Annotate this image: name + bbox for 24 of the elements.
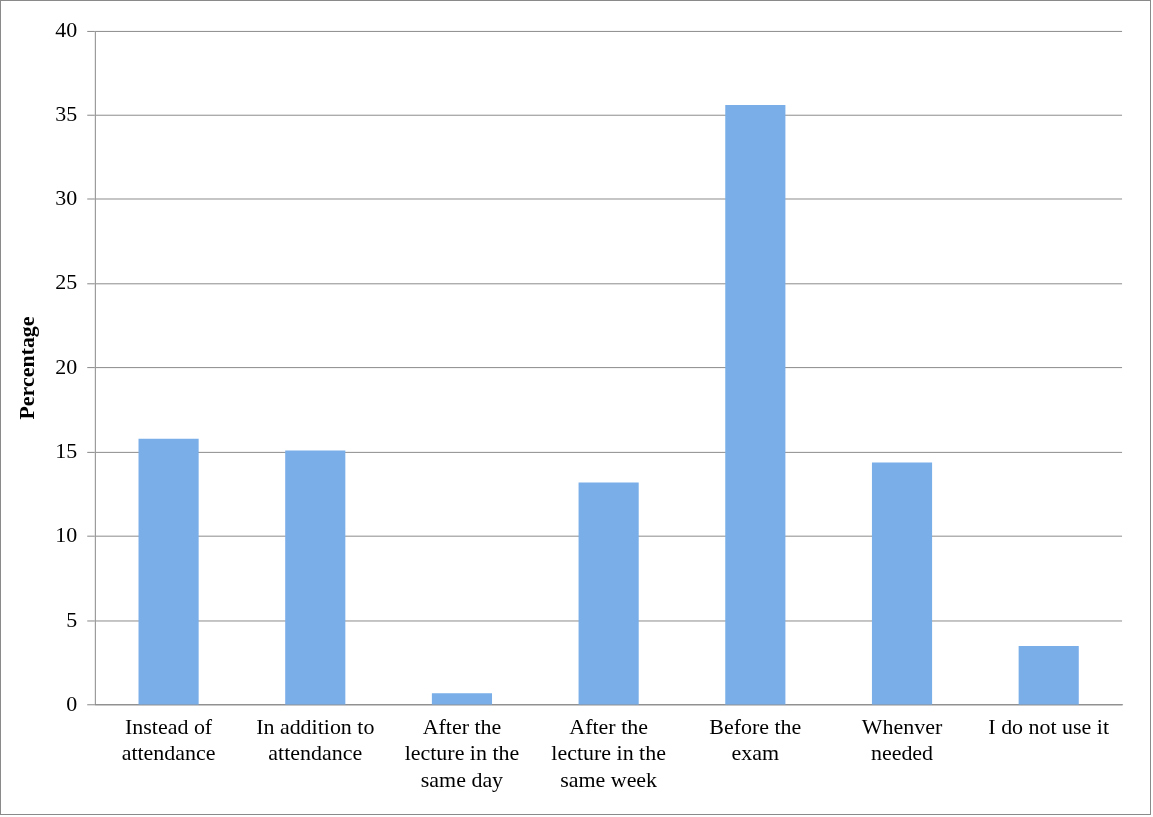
x-tick-label: Instead of attendance bbox=[121, 713, 216, 766]
y-tick-label: 40 bbox=[55, 16, 78, 42]
y-tick-label: 15 bbox=[55, 438, 78, 464]
x-tick-label: In addition to attendance bbox=[256, 713, 375, 766]
y-axis-title: Percentage bbox=[13, 316, 39, 420]
y-tick-label: 20 bbox=[55, 353, 78, 379]
x-tick-label: After the lecture in the same week bbox=[551, 713, 666, 792]
bar bbox=[285, 450, 346, 705]
x-tick-label: Whenver needed bbox=[861, 713, 943, 766]
x-tick-label: I do not use it bbox=[988, 713, 1110, 739]
bar bbox=[138, 438, 199, 705]
y-tick-label: 10 bbox=[55, 522, 78, 548]
bar bbox=[578, 482, 639, 705]
x-tick-label: Before the exam bbox=[709, 713, 802, 766]
x-tick-label: After the lecture in the same day bbox=[404, 713, 520, 792]
bar bbox=[725, 105, 786, 705]
y-tick-label: 30 bbox=[55, 185, 78, 211]
bar bbox=[1018, 646, 1079, 705]
y-tick-label: 0 bbox=[66, 690, 78, 716]
bar bbox=[871, 462, 933, 705]
y-tick-label: 5 bbox=[66, 606, 78, 632]
y-tick-label: 25 bbox=[55, 269, 78, 295]
bar bbox=[431, 693, 493, 705]
y-tick-label: 35 bbox=[55, 100, 78, 126]
